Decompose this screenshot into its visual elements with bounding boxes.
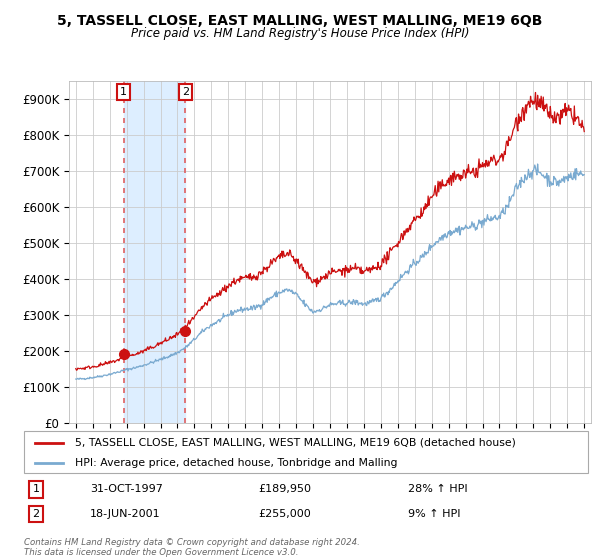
Text: £255,000: £255,000 [258,509,311,519]
Text: Contains HM Land Registry data © Crown copyright and database right 2024.
This d: Contains HM Land Registry data © Crown c… [24,538,360,557]
Text: 18-JUN-2001: 18-JUN-2001 [90,509,161,519]
Bar [124,81,185,423]
Text: HPI: Average price, detached house, Tonbridge and Malling: HPI: Average price, detached house, Tonb… [75,458,397,468]
Text: £189,950: £189,950 [258,484,311,494]
Text: 31-OCT-1997: 31-OCT-1997 [90,484,163,494]
Text: 1: 1 [120,87,127,97]
Text: 28% ↑ HPI: 28% ↑ HPI [408,484,467,494]
Text: 2: 2 [32,509,40,519]
Text: 1: 1 [32,484,40,494]
Text: 9% ↑ HPI: 9% ↑ HPI [408,509,461,519]
Text: 2: 2 [182,87,189,97]
Text: 5, TASSELL CLOSE, EAST MALLING, WEST MALLING, ME19 6QB (detached house): 5, TASSELL CLOSE, EAST MALLING, WEST MAL… [75,438,515,448]
FancyBboxPatch shape [24,431,588,473]
Text: Price paid vs. HM Land Registry's House Price Index (HPI): Price paid vs. HM Land Registry's House … [131,27,469,40]
Text: 5, TASSELL CLOSE, EAST MALLING, WEST MALLING, ME19 6QB: 5, TASSELL CLOSE, EAST MALLING, WEST MAL… [58,14,542,28]
